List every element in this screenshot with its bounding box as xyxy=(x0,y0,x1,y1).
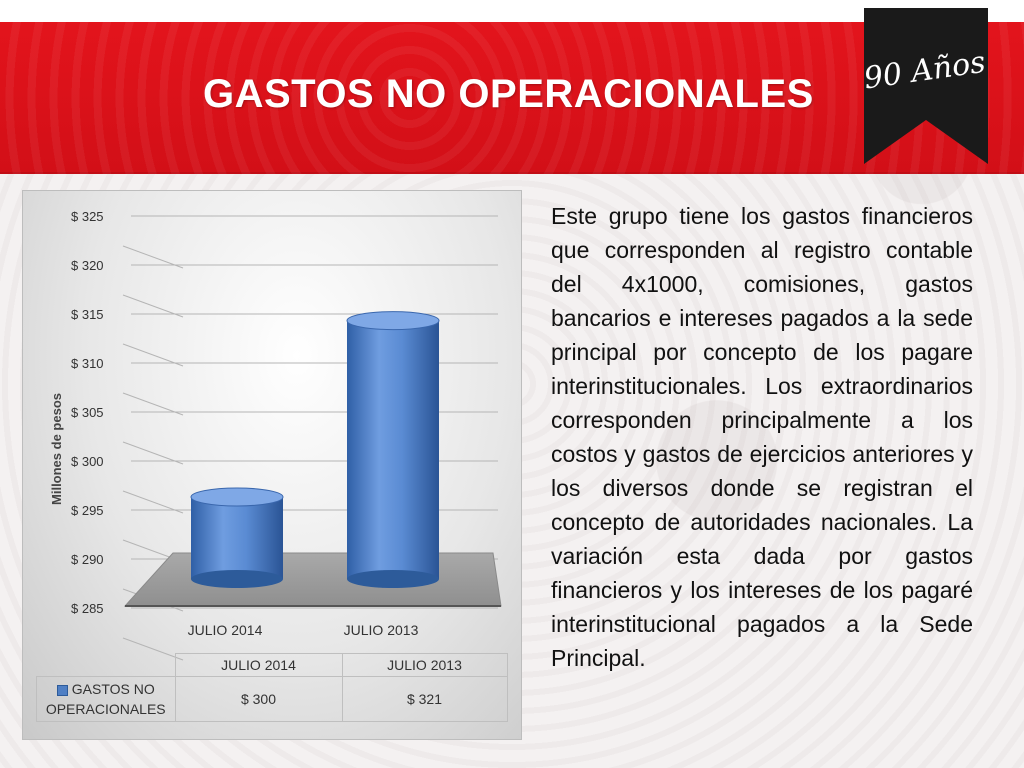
x-tick-labels: JULIO 2014 JULIO 2013 xyxy=(188,622,419,638)
y-tick-label: $ 320 xyxy=(71,258,104,273)
chart-panel: $ 285 $ 290 $ 295 $ 300 $ 305 $ 310 $ 315 $ 320… xyxy=(22,190,522,740)
table-value-cell: $ 300 xyxy=(174,676,343,722)
bar-body xyxy=(347,320,439,579)
y-tick-label: $ 325 xyxy=(71,209,104,224)
header-pattern xyxy=(0,22,1024,174)
chart-data-table: JULIO 2014 JULIO 2013 GASTOS NO OPERACIO… xyxy=(36,653,508,722)
table-corner xyxy=(36,653,176,677)
y-tick-label: $ 300 xyxy=(71,454,104,469)
bar-cylinder xyxy=(190,487,284,588)
gridline-depth xyxy=(122,490,184,514)
y-axis-label: Millones de pesos xyxy=(49,393,64,505)
bar-base xyxy=(191,570,283,588)
anniversary-ribbon-badge: 90 Años xyxy=(862,8,988,164)
floor-top xyxy=(123,552,502,607)
bar-top xyxy=(346,311,440,331)
y-tick-labels: $ 285 $ 290 $ 295 $ 300 $ 305 $ 310 $ 315 $ 320… xyxy=(71,209,104,616)
y-tick-label: $ 305 xyxy=(71,405,104,420)
bar-chart: $ 285 $ 290 $ 295 $ 300 $ 305 $ 310 $ 315 $ 320… xyxy=(49,209,502,661)
gridline-depth xyxy=(122,245,184,269)
table-header-row: JULIO 2014 JULIO 2013 xyxy=(36,653,508,677)
table-header-cell: JULIO 2014 xyxy=(174,653,343,677)
bar-top xyxy=(190,487,284,507)
y-tick-label: $ 290 xyxy=(71,552,104,567)
description-paragraph: Este grupo tiene los gastos financieros … xyxy=(551,203,973,671)
y-tick-label: $ 315 xyxy=(71,307,104,322)
x-tick-label: JULIO 2013 xyxy=(344,622,419,638)
gridline-depth xyxy=(122,392,184,416)
ribbon-shape xyxy=(864,8,988,164)
gridline-depth xyxy=(122,441,184,465)
bar-cylinder xyxy=(346,311,440,588)
bar-base xyxy=(347,570,439,588)
gridline-depth xyxy=(122,343,184,367)
chart-floor xyxy=(123,552,502,607)
table-header-cell: JULIO 2013 xyxy=(341,653,508,677)
x-tick-label: JULIO 2014 xyxy=(188,622,263,638)
y-tick-label: $ 310 xyxy=(71,356,104,371)
gridline-depth xyxy=(122,294,184,318)
y-tick-label: $ 285 xyxy=(71,601,104,616)
slide-title: GASTOS NO OPERACIONALES xyxy=(203,72,814,116)
table-series-label: GASTOS NO OPERACIONALES xyxy=(36,676,176,722)
y-tick-label: $ 295 xyxy=(71,503,104,518)
header-banner xyxy=(0,22,1024,174)
table-row: GASTOS NO OPERACIONALES $ 300 $ 321 xyxy=(36,676,508,722)
legend-color-key xyxy=(56,684,68,696)
series-name: GASTOS NO OPERACIONALES xyxy=(45,681,166,717)
top-white-band xyxy=(0,0,1024,22)
bars xyxy=(190,311,440,588)
bar-body xyxy=(191,497,283,579)
table-value-cell: $ 321 xyxy=(341,676,508,722)
